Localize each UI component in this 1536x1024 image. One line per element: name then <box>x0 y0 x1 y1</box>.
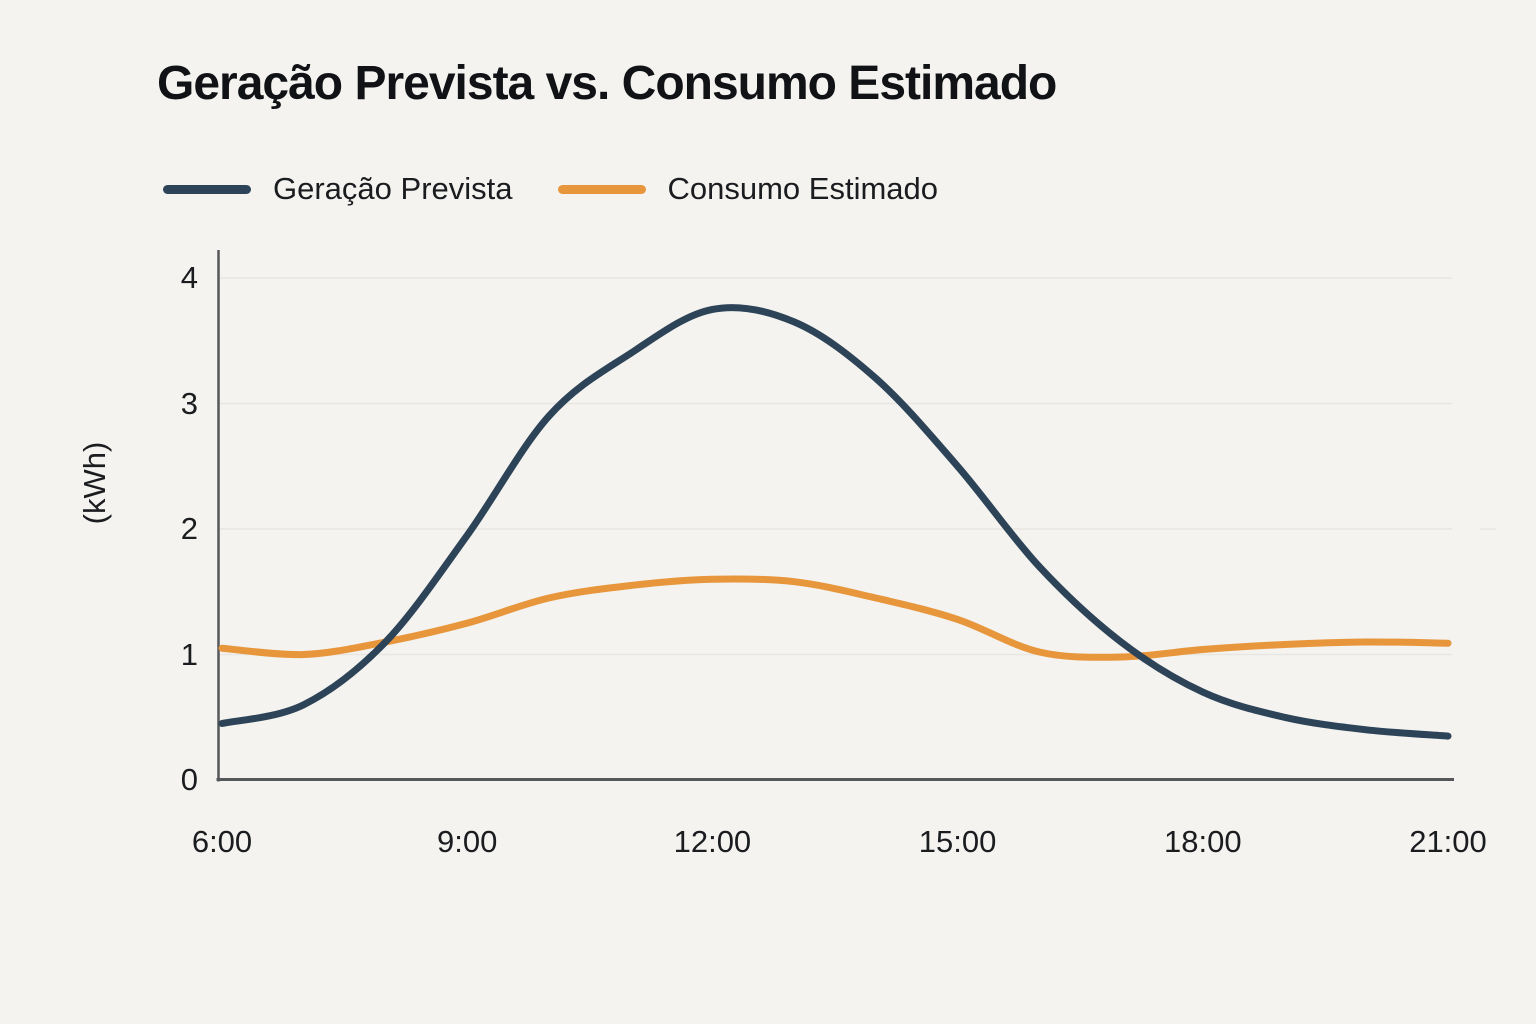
series-line-geracao-prevista <box>218 304 1452 740</box>
x-tick-label-15-00: 15:00 <box>918 824 997 859</box>
y-tick-label-4: 4 <box>180 260 198 295</box>
legend-item-geracao-prevista: Geração Prevista <box>163 170 513 207</box>
legend-item-consumo-estimado: Consumo Estimado <box>557 170 939 207</box>
legend-swatch-consumo-estimado <box>557 184 646 194</box>
x-tick-label-6-00: 6:00 <box>191 824 253 859</box>
x-tick-label-12-00: 12:00 <box>673 824 752 859</box>
x-tick-label-9-00: 9:00 <box>437 824 498 859</box>
legend-swatch-geracao-prevista <box>163 184 251 194</box>
legend-label-geracao-prevista: Geração Prevista <box>273 171 513 207</box>
x-tick-label-18-00: 18:00 <box>1164 824 1242 859</box>
y-tick-label-1: 1 <box>180 636 198 672</box>
legend-label-consumo-estimado: Consumo Estimado <box>667 171 939 207</box>
y-tick-label-2: 2 <box>180 511 198 546</box>
x-tick-label-21-00: 21:00 <box>1409 824 1487 859</box>
legend: Geração Prevista Consumo Estimado <box>163 166 938 212</box>
series-line-consumo-estimado <box>218 575 1452 661</box>
y-tick-label-0: 0 <box>180 762 198 797</box>
chart-title: Geração Prevista vs. Consumo Estimado <box>157 57 1057 110</box>
y-tick-label-3: 3 <box>180 385 198 421</box>
